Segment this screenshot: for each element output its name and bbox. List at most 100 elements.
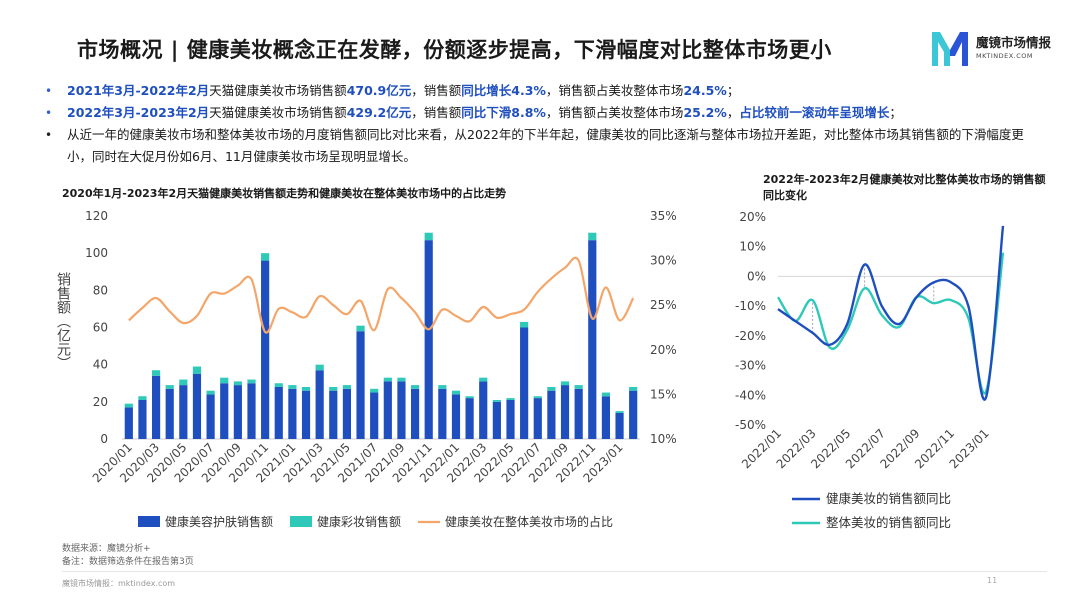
footer-divider [62,571,1047,572]
bar-color-makeup [138,396,147,400]
page-title: 市场概况 | 健康美妆概念正在发酵，份额逐步提高，下滑幅度对比整体市场更小 [77,38,832,62]
y-axis-tick-label: 60 [93,321,108,335]
highlight-text: 占比较前一滚动年呈现增长 [739,105,890,120]
bar-skin-care [356,331,365,439]
highlight-text: 429.2亿元 [346,105,412,120]
line-y-tick-label: -10% [735,299,766,313]
bar-skin-care [138,399,147,439]
line-y-tick-label: -20% [735,329,766,343]
bar-skin-care [615,412,624,439]
bar-skin-care [315,370,324,439]
bar-skin-care [370,392,379,439]
bar-color-makeup [492,399,501,402]
bar-skin-care [520,327,529,439]
bar-skin-care [288,388,297,439]
bar-skin-care [424,240,433,439]
bar-color-makeup [151,370,161,376]
bar-skin-care [383,381,392,439]
bar-color-makeup [356,325,365,332]
body-text: ； [889,105,902,120]
bar-color-makeup [533,396,542,399]
bar-color-makeup [547,386,556,391]
body-text: 天猫健康美妆市场销售额 [209,83,347,98]
summary-bullets: • 2021年3月-2022年2月天猫健康美妆市场销售额470.9亿元，销售额同比… [45,80,1035,168]
line-overall-yoy [776,252,1005,395]
y-axis-tick-label: 120 [85,209,108,223]
line-y-tick-label: -50% [735,418,766,432]
bar-skin-care [261,260,270,439]
bar-skin-care [601,396,611,439]
logo-domain: MKTINDEX.COM [976,52,1034,60]
bar-skin-care [206,394,215,439]
bar-skin-care [492,401,501,439]
bar-color-makeup [574,385,583,389]
bar-color-makeup [601,392,611,397]
bar-skin-care [192,373,202,439]
bar-skin-care [220,383,229,439]
line-y-tick-label: 10% [739,240,766,254]
body-text: ，销售额 [411,83,462,98]
bar-color-makeup [438,385,447,389]
bar-skin-care [329,390,338,439]
line-y-tick-label: 0% [747,269,766,283]
legend-swatch [290,516,312,527]
bar-color-makeup [506,398,515,400]
bar-skin-care [629,390,638,439]
y2-axis-tick-label: 10% [650,432,677,446]
bar-color-makeup [247,379,256,384]
y2-axis-tick-label: 15% [650,387,677,401]
bar-skin-care [588,240,597,439]
logo-name: 魔镜市场情报 [976,35,1052,50]
bar-color-makeup [315,364,324,371]
body-text: ； [726,83,740,98]
y2-axis-tick-label: 20% [650,343,677,357]
summary-bullet: • 2021年3月-2022年2月天猫健康美妆市场销售额470.9亿元，销售额同比… [45,80,1035,102]
highlight-text: 2021年3月-2022年2月 [67,83,210,98]
bar-color-makeup [410,385,420,389]
bar-skin-care [451,394,461,439]
bar-skin-care [547,390,556,439]
bar-color-makeup [192,366,202,374]
line-y-tick-label: -40% [735,388,766,402]
y-axis-tick-label: 100 [85,246,108,260]
page-number: 11 [987,576,998,585]
bar-skin-care [342,388,352,439]
highlight-text: 同比下滑8.8% [461,105,546,120]
bar-color-makeup [397,377,406,382]
bar-color-makeup [206,390,215,395]
line-legend-label: 整体美妆的销售额同比 [826,515,951,530]
y2-axis-tick-label: 30% [650,254,677,268]
summary-bullet: • 2022年3月-2023年2月天猫健康美妆市场销售额429.2亿元，销售额同比… [45,102,1035,124]
bar-skin-care [247,383,256,439]
highlight-text: 2022年3月-2023年2月 [67,105,210,120]
highlight-text: 同比增长4.3% [461,83,546,98]
bar-skin-care [124,407,133,439]
bar-color-makeup [520,321,529,328]
bar-color-makeup [629,386,638,391]
highlight-text: 24.5% [683,83,727,98]
bar-color-makeup [274,383,283,387]
bar-skin-care [397,381,406,439]
legend-label: 健康美妆在整体美妆市场的占比 [445,514,613,529]
bar-color-makeup [588,232,597,241]
bar-color-makeup [220,377,229,384]
legend-swatch [138,516,160,527]
bar-skin-care [479,381,488,439]
highlight-text: 470.9亿元 [346,83,412,98]
bar-skin-care [438,388,447,439]
bar-color-makeup [424,232,433,241]
bar-skin-care [165,388,174,439]
bar-color-makeup [124,403,133,408]
line-health-yoy [777,225,1005,401]
y-axis-label: 销售额（亿元） [55,272,71,370]
bar-color-makeup [451,390,461,395]
bar-color-makeup [301,386,311,391]
bar-skin-care [179,385,188,439]
bullet-dot-icon: • [45,84,53,98]
bar-color-makeup [165,385,174,389]
line-share [128,256,635,334]
bar-skin-care [465,398,474,439]
bar-color-makeup [370,388,379,393]
bar-skin-care [151,375,161,439]
